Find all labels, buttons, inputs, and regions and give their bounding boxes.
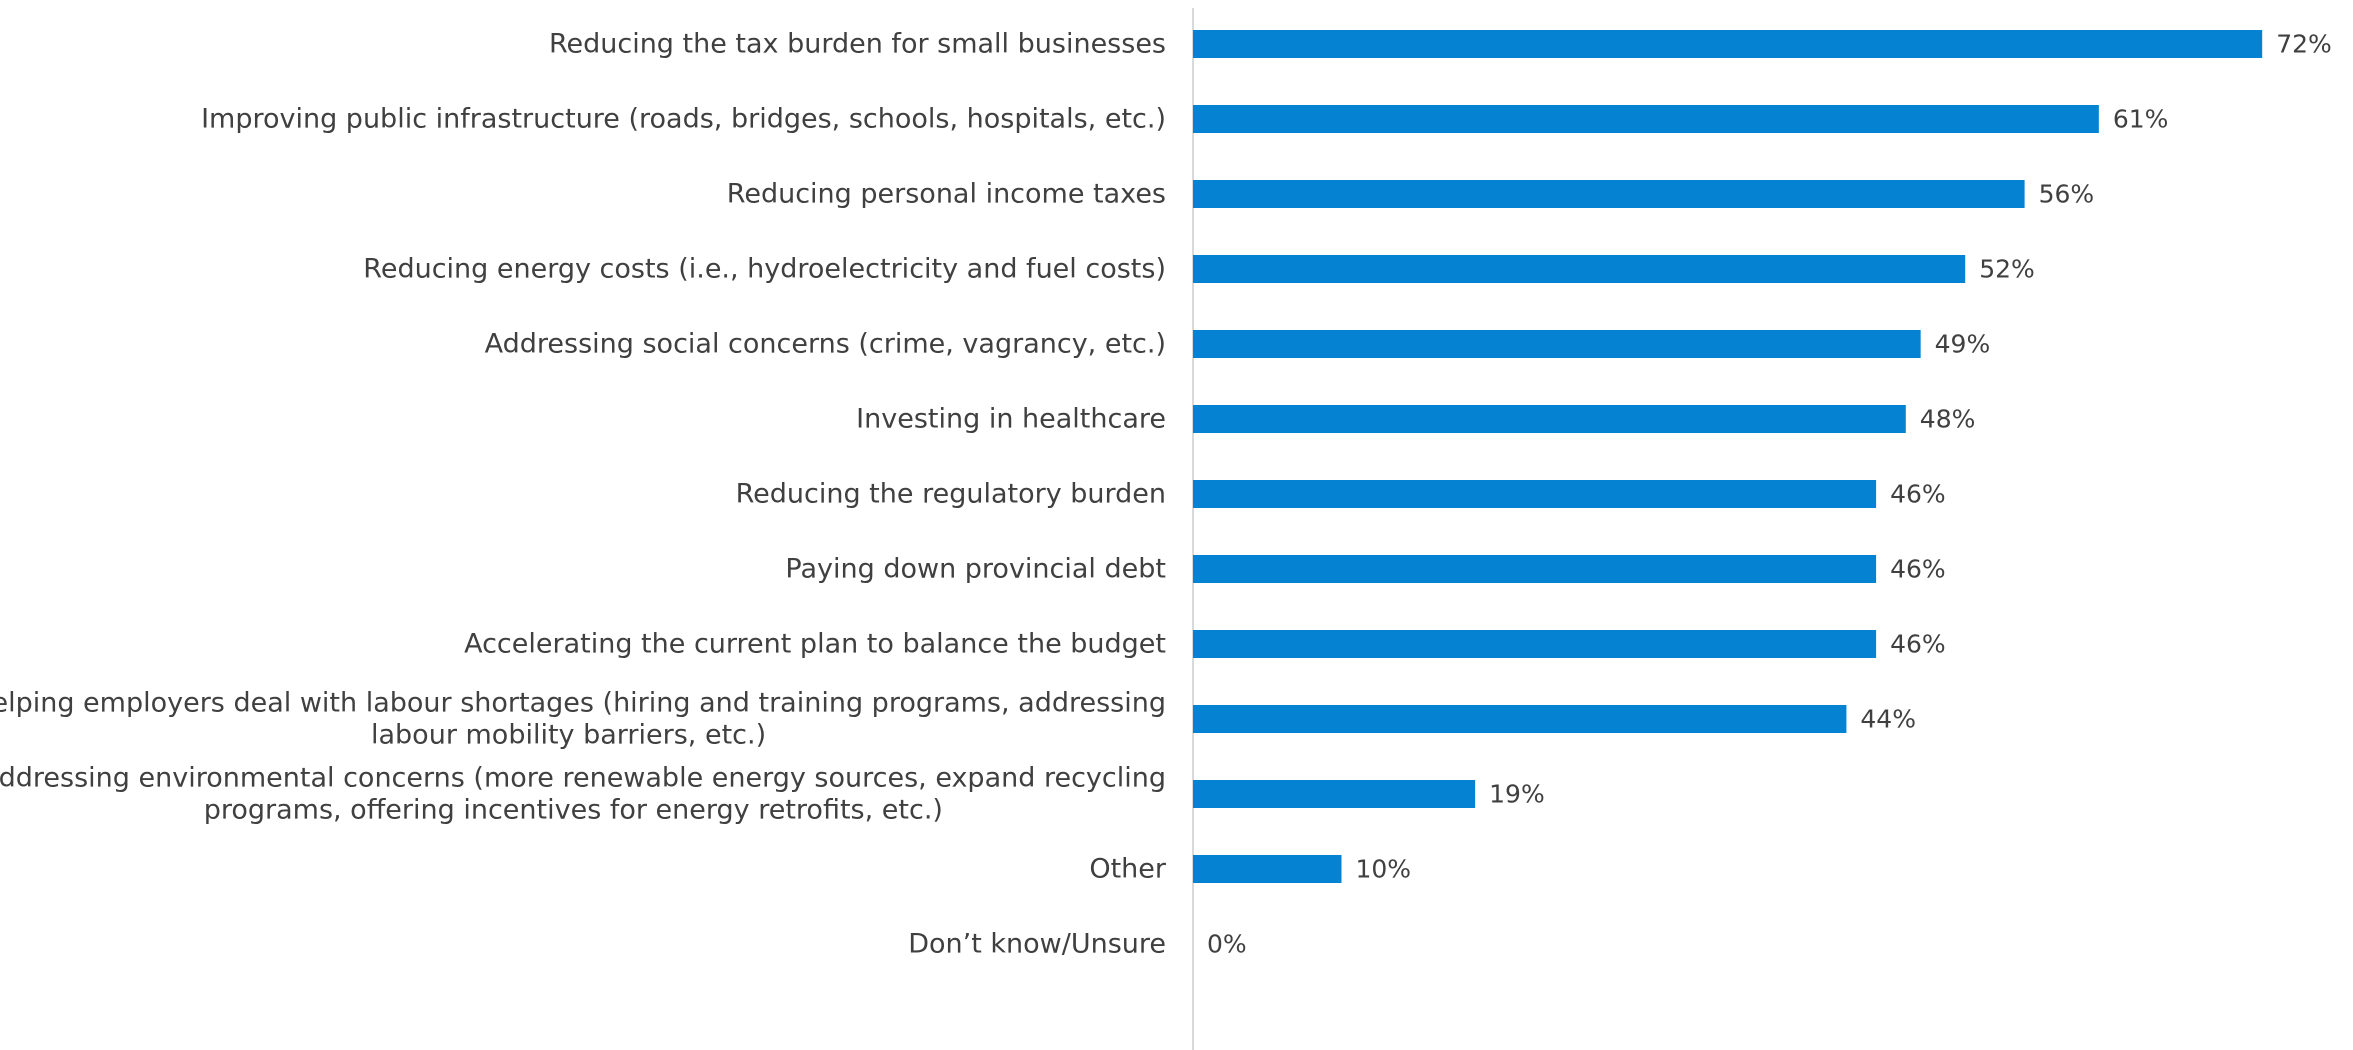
category-label-line: Don’t know/Unsure (908, 929, 1166, 960)
category-label-line: labour mobility barriers, etc.) (371, 720, 766, 751)
category-label-line: Reducing energy costs (i.e., hydroelectr… (363, 254, 1166, 285)
category-label: Reducing the regulatory burden (736, 479, 1166, 510)
category-label-line: Accelerating the current plan to balance… (464, 629, 1166, 660)
category-label: Investing in healthcare (856, 404, 1166, 435)
value-label: 49% (1935, 330, 1991, 359)
value-label: 72% (2276, 30, 2332, 59)
category-label: Paying down provincial debt (785, 554, 1166, 585)
category-label-line: Reducing the tax burden for small busine… (549, 29, 1166, 60)
bar (1193, 555, 1877, 583)
category-label: Helping employers deal with labour short… (0, 688, 1166, 751)
bar (1193, 780, 1476, 808)
value-label: 52% (1979, 255, 2035, 284)
category-label: Addressing environmental concerns (more … (0, 763, 1166, 826)
bar (1193, 255, 1966, 283)
category-label: Reducing personal income taxes (727, 179, 1166, 210)
value-label: 46% (1890, 555, 1946, 584)
bar (1193, 480, 1877, 508)
value-label: 48% (1920, 405, 1976, 434)
bar (1193, 180, 2025, 208)
bar (1193, 30, 2263, 58)
value-label: 44% (1860, 705, 1916, 734)
value-label: 0% (1207, 930, 1247, 959)
category-labels-group: Reducing the tax burden for small busine… (0, 29, 1167, 960)
bar (1193, 330, 1921, 358)
bars-group (1193, 30, 2263, 883)
category-label-line: programs, offering incentives for energy… (204, 795, 943, 826)
category-label-line: Other (1089, 854, 1167, 885)
category-label: Other (1089, 854, 1167, 885)
value-label: 56% (2039, 180, 2095, 209)
category-label-line: Paying down provincial debt (785, 554, 1166, 585)
bar (1193, 105, 2099, 133)
bar (1193, 405, 1906, 433)
value-labels-group: 72% 61% 56% 52% 49% 48% 46% 46% 46% 44% 19% 10% 0% (1207, 30, 2332, 959)
value-label: 46% (1890, 630, 1946, 659)
category-label: Accelerating the current plan to balance… (464, 629, 1166, 660)
category-label-line: Helping employers deal with labour short… (0, 688, 1166, 719)
category-label-line: Reducing the regulatory burden (736, 479, 1166, 510)
category-label-line: Investing in healthcare (856, 404, 1166, 435)
category-label: Reducing the tax burden for small busine… (549, 29, 1166, 60)
category-label: Addressing social concerns (crime, vagra… (485, 329, 1166, 360)
category-label-line: Reducing personal income taxes (727, 179, 1166, 210)
category-label: Reducing energy costs (i.e., hydroelectr… (363, 254, 1166, 285)
category-label: Don’t know/Unsure (908, 929, 1166, 960)
bar (1193, 855, 1342, 883)
value-label: 46% (1890, 480, 1946, 509)
value-label: 61% (2113, 105, 2169, 134)
category-label-line: Improving public infrastructure (roads, … (201, 104, 1166, 135)
category-label-line: Addressing social concerns (crime, vagra… (485, 329, 1166, 360)
value-label: 10% (1356, 855, 1412, 884)
bar (1193, 705, 1847, 733)
bar (1193, 630, 1877, 658)
category-label-line: Addressing environmental concerns (more … (0, 763, 1166, 794)
category-label: Improving public infrastructure (roads, … (201, 104, 1166, 135)
value-label: 19% (1489, 780, 1545, 809)
